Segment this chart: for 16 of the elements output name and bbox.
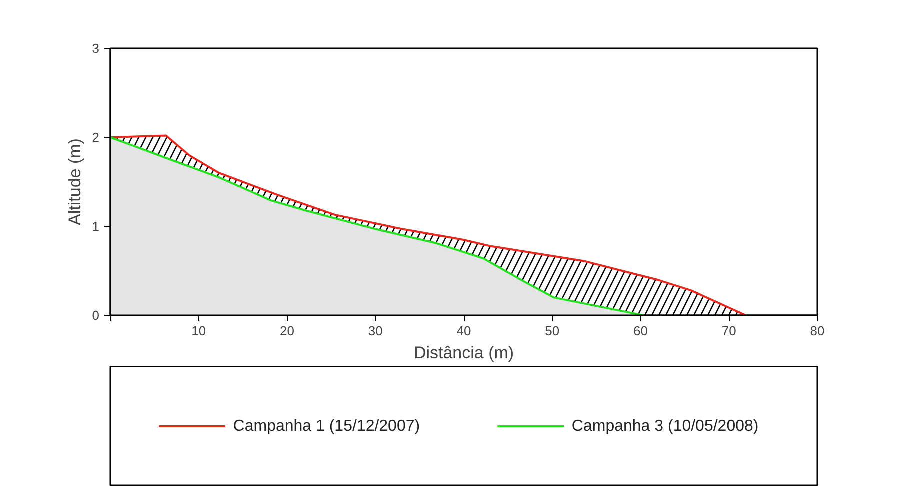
x-axis-title: Distância (m): [414, 344, 514, 362]
legend-label: Campanha 1 (15/12/2007): [233, 418, 420, 435]
x-tick-label: 80: [810, 324, 825, 338]
x-tick-label: 60: [634, 324, 648, 338]
x-tick-label: 10: [192, 324, 206, 338]
x-tick-label: 70: [722, 324, 736, 338]
x-tick-label: 20: [280, 324, 294, 338]
y-tick-label: 1: [92, 219, 100, 234]
y-tick-label: 0: [92, 308, 100, 323]
x-tick-label: 30: [368, 324, 383, 338]
x-tick-label: 50: [545, 324, 560, 338]
y-axis-title: Altitude (m): [65, 138, 84, 226]
x-tick-label: 40: [456, 324, 472, 338]
legend-label: Campanha 3 (10/05/2008): [572, 418, 759, 435]
y-tick-label: 3: [92, 41, 100, 56]
y-tick-label: 2: [92, 130, 100, 145]
